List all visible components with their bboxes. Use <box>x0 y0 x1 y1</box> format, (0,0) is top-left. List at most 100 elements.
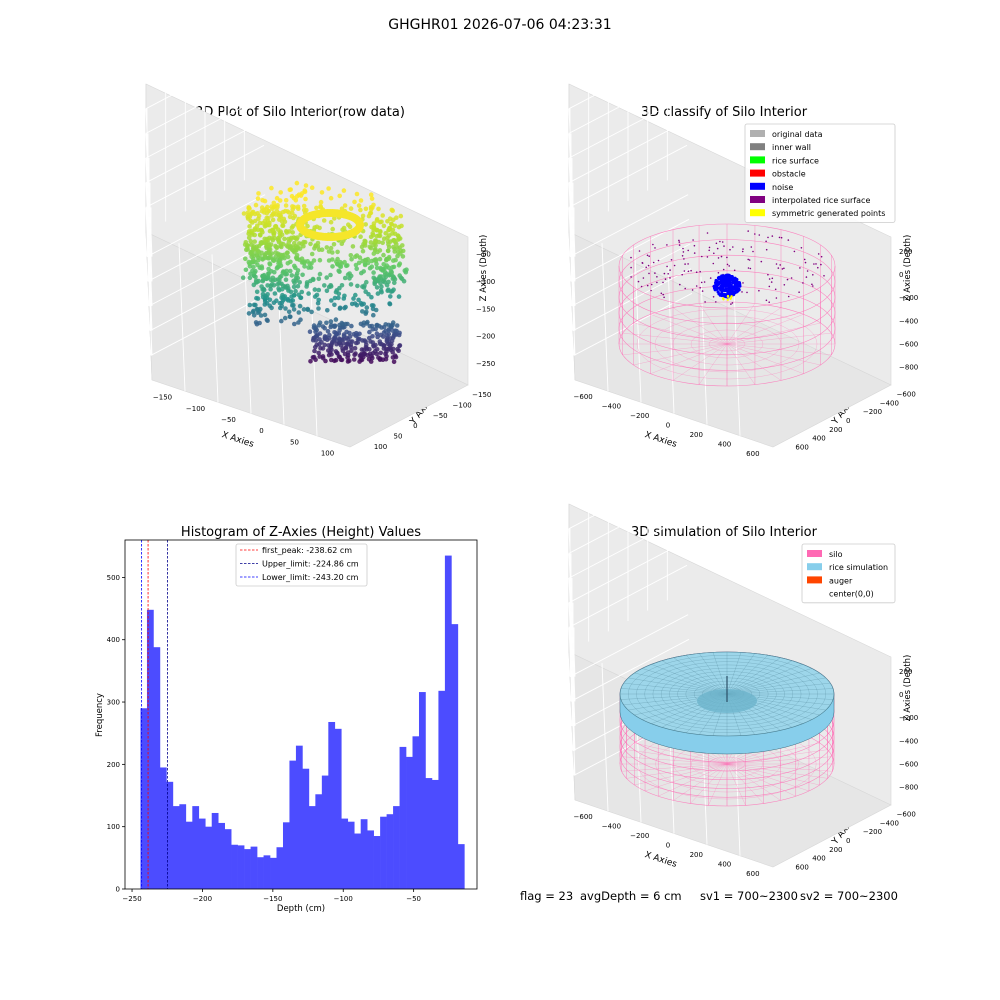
raw-data-point <box>354 330 359 336</box>
simulation-y-tick-label: 600 <box>795 864 808 872</box>
classify-noise-point <box>727 273 731 277</box>
raw-data-point <box>342 259 347 265</box>
raw-data-point <box>330 264 335 269</box>
raw-z-axis-label: Z Axies (Depth) <box>479 235 489 302</box>
classify-symmetric-point <box>729 296 732 299</box>
raw-data-point <box>251 264 256 270</box>
histogram-bar <box>347 821 355 889</box>
raw-data-point <box>296 292 302 298</box>
raw-data-point <box>353 292 358 298</box>
classify-interpolated-point <box>699 270 701 273</box>
simulation-rice-mesh-spoke <box>651 664 728 695</box>
raw-data-point <box>302 264 307 269</box>
classify-interpolated-point <box>687 249 689 252</box>
simulation-z-tick-label: −200 <box>899 714 918 722</box>
raw-data-point <box>249 242 254 248</box>
classify-interpolated-point <box>758 289 760 292</box>
raw-data-point <box>397 273 403 278</box>
classify-noise-point <box>737 287 741 291</box>
histogram-legend-frame <box>235 543 368 587</box>
classify-interpolated-point <box>731 302 734 304</box>
histogram-bar <box>438 690 446 889</box>
raw-data-point <box>308 359 313 364</box>
raw-data-point <box>386 331 392 337</box>
raw-data-point <box>355 283 360 289</box>
classify-noise-point <box>726 279 730 283</box>
raw-data-point <box>319 190 325 195</box>
histogram-bar <box>380 816 387 889</box>
raw-data-point <box>305 259 310 264</box>
raw-data-point <box>316 350 322 356</box>
raw-data-point <box>356 297 361 303</box>
raw-data-point <box>394 215 399 220</box>
raw-data-point <box>260 198 265 203</box>
raw-data-point <box>279 318 284 324</box>
classify-legend-label: symmetric generated points <box>772 209 885 218</box>
classify-legend: original data inner wall rice surface obsta… <box>744 123 896 223</box>
raw-data-point <box>368 240 374 245</box>
classify-silo-ring <box>618 301 836 387</box>
histogram-bar <box>282 822 290 889</box>
raw-data-point <box>320 354 326 359</box>
raw-data-point <box>364 309 369 315</box>
classify-interpolated-point <box>750 246 753 248</box>
classify-interpolated-point <box>703 281 706 283</box>
classify-interpolated-point <box>646 284 649 287</box>
histogram-bar <box>218 822 225 889</box>
raw-data-point <box>362 238 368 244</box>
raw-data-point <box>360 309 365 314</box>
classify-interpolated-point <box>777 267 780 269</box>
classify-interpolated-point <box>666 265 668 268</box>
classify-interpolated-point <box>775 297 778 299</box>
classify-z-axis-label: Z Axies (Depth) <box>903 235 913 302</box>
simulation-gridline <box>570 638 690 702</box>
classify-y-tick-label: 600 <box>795 444 808 452</box>
classify-legend-label: noise <box>772 183 793 192</box>
classify-noise-point <box>728 285 732 289</box>
raw-data-point <box>369 303 375 308</box>
classify-interpolated-point <box>695 271 698 274</box>
raw-data-point <box>283 228 289 234</box>
raw-data-point <box>379 219 384 225</box>
classify-interpolated-point <box>690 269 692 272</box>
raw-data-point <box>255 196 261 201</box>
raw-data-point <box>311 354 317 360</box>
simulation-rice-mesh-spoke <box>685 655 728 695</box>
raw-data-point <box>241 211 247 216</box>
classify-interpolated-point <box>771 235 774 237</box>
raw-data-point <box>270 217 276 223</box>
raw-y-tick-label: −150 <box>472 391 491 399</box>
raw-data-point <box>285 283 290 289</box>
raw-data-point <box>369 196 375 201</box>
raw-data-point <box>251 302 257 308</box>
raw-data-point <box>305 223 310 229</box>
histogram-bar <box>393 806 400 889</box>
raw-data-point <box>333 317 339 322</box>
raw-data-point <box>318 199 324 205</box>
raw-data-point <box>399 223 404 229</box>
raw-data-point <box>271 200 277 206</box>
classify-interpolated-point <box>787 239 790 241</box>
classify-interpolated-point <box>683 270 686 272</box>
simulation-rice-mesh-spoke <box>699 653 728 695</box>
simulation-gridline <box>569 614 689 678</box>
classify-interpolated-point <box>679 283 681 286</box>
simulation-legend-swatch <box>807 550 822 557</box>
classify-interpolated-point <box>800 247 803 249</box>
raw-data-point <box>301 203 307 209</box>
classify-legend-label: inner wall <box>772 143 811 152</box>
raw-data-point <box>400 243 405 248</box>
raw-data-point <box>303 183 309 188</box>
raw-data-point <box>280 292 285 298</box>
classify-interpolated-point <box>760 260 763 263</box>
histogram-y-tick-label: 300 <box>107 699 120 707</box>
raw-data-point <box>389 207 395 213</box>
simulation-y-tick-label: 200 <box>829 846 842 854</box>
raw-data-point <box>373 246 378 252</box>
raw-data-point <box>305 306 311 312</box>
histogram-bar <box>360 819 368 889</box>
raw-data-point <box>383 231 389 236</box>
raw-data-point <box>257 320 262 326</box>
raw-data-point <box>288 187 294 192</box>
raw-data-point <box>332 216 337 221</box>
